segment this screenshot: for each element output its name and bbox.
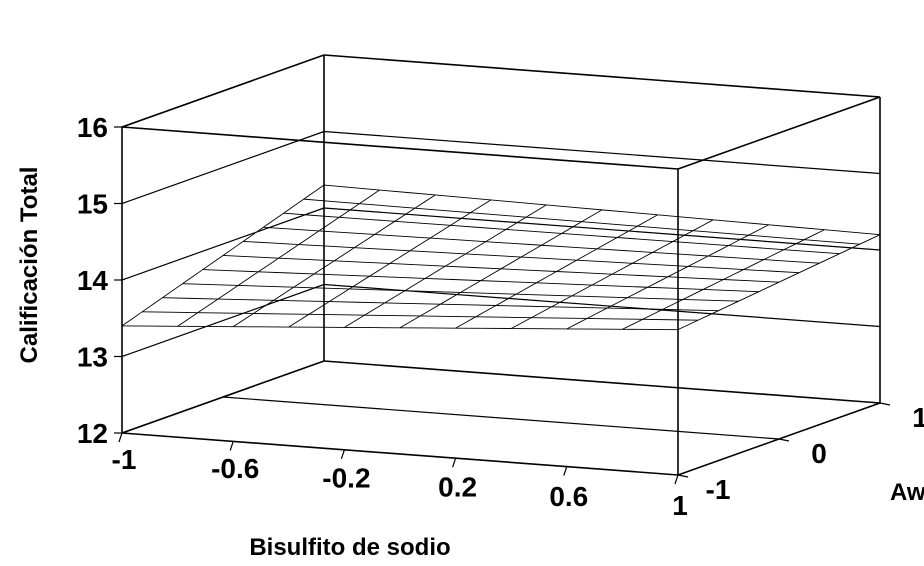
x-tick — [229, 441, 234, 451]
box-edge — [677, 96, 881, 170]
z-tick-label: 15 — [77, 189, 108, 220]
x-tick-label: -0.2 — [322, 462, 370, 493]
surface-mesh-line-y — [455, 214, 658, 329]
z-tick-label: 14 — [77, 265, 109, 296]
x-tick-label: 0.6 — [549, 481, 588, 512]
surface-mesh-line-y — [399, 209, 603, 329]
box-edge — [121, 360, 325, 434]
y-tick-label: 0 — [811, 438, 827, 469]
z-tick-label: 13 — [77, 342, 108, 373]
x-tick — [674, 474, 679, 485]
surface-mesh-line-y — [622, 229, 825, 330]
surface-mesh-line-y — [510, 219, 714, 329]
y-tick — [677, 474, 689, 478]
x-tick — [118, 432, 123, 443]
surface-mesh-line-x — [323, 184, 881, 236]
box-edge — [323, 54, 881, 98]
x-tick-label: -0.6 — [211, 453, 259, 484]
box-edge — [323, 360, 881, 404]
x-axis-title: Bisulfito de sodio — [249, 534, 450, 561]
floor-grid-line — [222, 396, 780, 440]
z-grid-line-left-wall — [121, 207, 325, 281]
box-edge — [121, 432, 679, 476]
surface-mesh-line-x — [303, 198, 860, 245]
tick-labels: 12 13 14 15 16 -1 -0.6 -0.2 0.2 0.6 1 -1 0 1 — [77, 112, 924, 521]
z-grid-line-back-wall — [323, 130, 881, 175]
plot-box-frame — [121, 54, 881, 476]
y-tick — [879, 402, 891, 406]
x-tick — [340, 449, 345, 459]
z-grid-line-left-wall — [121, 283, 325, 358]
x-tick-label: -1 — [112, 444, 137, 475]
surface-mesh-line-y — [677, 234, 881, 331]
x-tick-label: 0.2 — [438, 472, 477, 503]
x-tick — [563, 466, 568, 476]
z-tick-label: 16 — [77, 112, 108, 143]
z-tick-label: 12 — [77, 418, 108, 449]
z-grid-line-back-wall — [323, 283, 881, 328]
response-surface — [121, 184, 881, 331]
z-grid-line-left-wall — [121, 130, 325, 205]
y-tick — [778, 438, 790, 442]
y-tick-label: 1 — [912, 402, 924, 433]
x-tick — [452, 458, 457, 468]
box-edge — [121, 54, 325, 128]
surface-mesh-line-x — [263, 226, 820, 264]
z-axis-title: Calificación Total — [16, 167, 43, 364]
y-axis-title: Aw — [890, 479, 924, 506]
axis-ticks — [114, 126, 891, 485]
surface-mesh-line-x — [283, 212, 840, 255]
y-tick-label: -1 — [706, 474, 731, 505]
surface-mesh-line-y — [566, 224, 770, 330]
surface-mesh-line-x — [243, 240, 800, 274]
z-grid-line-back-wall — [323, 207, 881, 251]
box-edge — [121, 126, 679, 170]
plot-box-and-grid — [121, 130, 881, 440]
x-tick-label: 1 — [672, 490, 688, 521]
